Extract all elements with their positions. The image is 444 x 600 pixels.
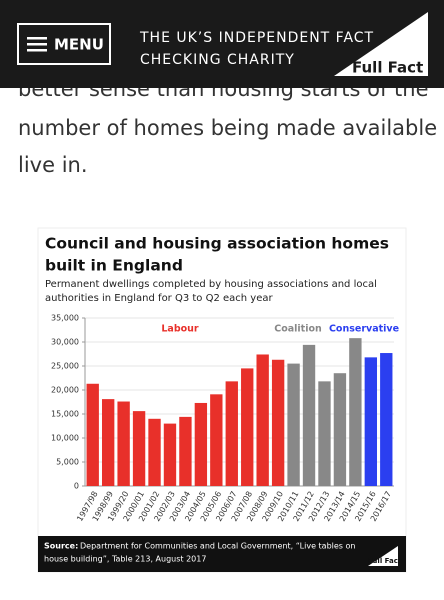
- y-tick-label: 30,000: [51, 338, 79, 347]
- y-tick-label: 35,000: [51, 314, 79, 323]
- body-line: live in.: [18, 153, 88, 177]
- bar: [380, 353, 393, 486]
- menu-icon: [27, 49, 47, 52]
- source-label: Source:: [44, 542, 78, 551]
- bar: [101, 399, 115, 486]
- y-tick-label: 0: [74, 482, 79, 491]
- bar: [117, 401, 130, 486]
- source-logo-mark: [368, 546, 398, 566]
- bar: [225, 381, 238, 486]
- bar: [302, 344, 316, 486]
- bar: [194, 402, 208, 486]
- menu-icon: [27, 37, 47, 40]
- bar: [132, 411, 146, 486]
- body-line: number of homes being made available to: [18, 116, 444, 140]
- chart-subtitle: authorities in England for Q3 to Q2 each…: [45, 293, 274, 304]
- bar: [256, 354, 269, 486]
- y-tick-label: 10,000: [51, 434, 79, 443]
- bar: [210, 394, 223, 486]
- menu-label[interactable]: MENU: [54, 36, 104, 54]
- bar: [364, 357, 378, 486]
- source-logo: Full Fact: [368, 557, 402, 565]
- bar: [86, 383, 99, 486]
- y-tick-label: 20,000: [51, 386, 79, 395]
- bar: [271, 359, 285, 486]
- bar: [287, 363, 300, 486]
- source-text: house building”, Table 213, August 2017: [44, 555, 206, 564]
- y-tick-label: 25,000: [51, 362, 79, 371]
- tagline: THE UK’S INDEPENDENT FACT: [139, 30, 374, 46]
- y-tick-label: 15,000: [51, 410, 79, 419]
- source-text: Department for Communities and Local Gov…: [80, 542, 355, 551]
- source-box: [38, 536, 406, 572]
- tagline: CHECKING CHARITY: [140, 52, 295, 68]
- period-label: Labour: [161, 324, 199, 335]
- bar: [333, 373, 347, 486]
- period-label: Coalition: [274, 324, 322, 335]
- period-label: Conservative: [329, 324, 399, 335]
- bar: [349, 338, 362, 486]
- logo-mark[interactable]: [334, 12, 428, 76]
- bar: [241, 368, 254, 486]
- bar: [163, 423, 177, 486]
- chart-title: Council and housing association homes: [45, 235, 389, 253]
- chart-subtitle: Permanent dwellings completed by housing…: [45, 279, 377, 290]
- menu-icon: [27, 43, 47, 46]
- menu-button[interactable]: [17, 23, 111, 65]
- bar: [148, 418, 161, 486]
- chart-title: built in England: [45, 257, 183, 275]
- bar: [179, 416, 192, 486]
- y-tick-label: 5,000: [56, 458, 79, 467]
- bar: [318, 381, 331, 486]
- logo[interactable]: Full Fact: [352, 59, 423, 77]
